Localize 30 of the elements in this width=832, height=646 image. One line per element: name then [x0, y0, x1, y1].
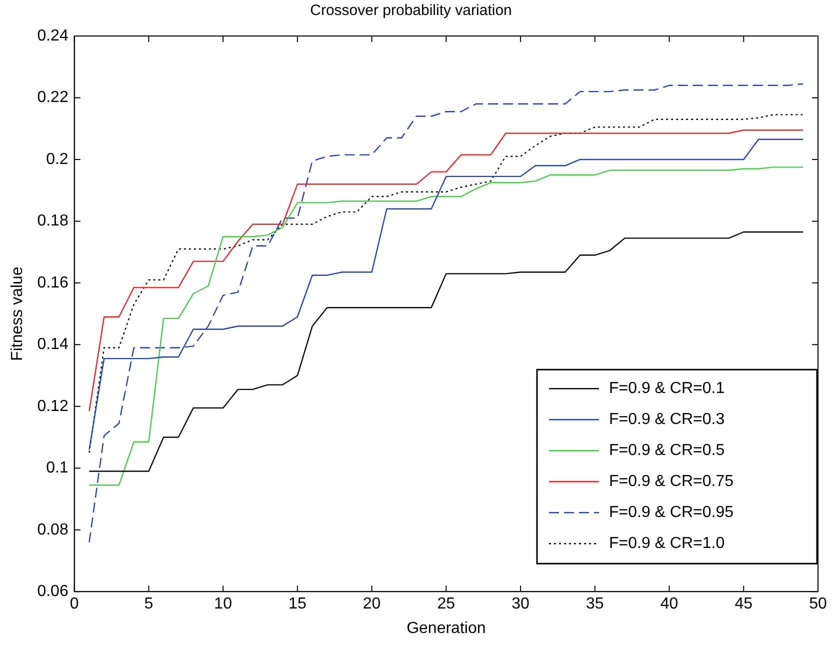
x-tick-label: 0	[70, 596, 79, 613]
y-tick-label: 0.2	[46, 150, 68, 168]
legend-label: F=0.9 & CR=1.0	[609, 535, 725, 552]
x-tick-label: 30	[512, 596, 530, 613]
x-tick-label: 5	[144, 596, 154, 613]
x-tick-label: 50	[809, 596, 827, 613]
x-tick-label: 20	[362, 596, 381, 613]
x-axis-title: Generation	[406, 620, 486, 637]
x-tick-label: 25	[437, 596, 456, 613]
legend-label: F=0.9 & CR=0.1	[609, 380, 725, 398]
x-tick-label: 35	[586, 596, 604, 613]
y-tick-label: 0.08	[37, 521, 68, 538]
chart-title: Crossover probability variation	[310, 2, 512, 20]
x-tick-label: 15	[288, 596, 306, 613]
y-tick-label: 0.24	[37, 27, 68, 44]
y-tick-label: 0.18	[37, 212, 68, 230]
legend-label: F=0.9 & CR=0.75	[609, 473, 734, 490]
y-tick-label: 0.16	[37, 274, 68, 292]
legend-label: F=0.9 & CR=0.5	[609, 442, 725, 460]
y-tick-label: 0.12	[37, 398, 68, 415]
y-axis-title: Fitness value	[9, 266, 26, 361]
y-tick-label: 0.1	[46, 460, 68, 477]
legend-label: F=0.9 & CR=0.3	[609, 411, 725, 428]
y-tick-label: 0.14	[37, 336, 68, 354]
x-tick-label: 40	[660, 596, 678, 613]
y-tick-label: 0.06	[37, 583, 68, 600]
x-tick-label: 10	[214, 596, 232, 613]
y-tick-label: 0.22	[37, 89, 68, 106]
legend-label: F=0.9 & CR=0.95	[609, 504, 734, 522]
x-tick-label: 45	[734, 596, 753, 613]
